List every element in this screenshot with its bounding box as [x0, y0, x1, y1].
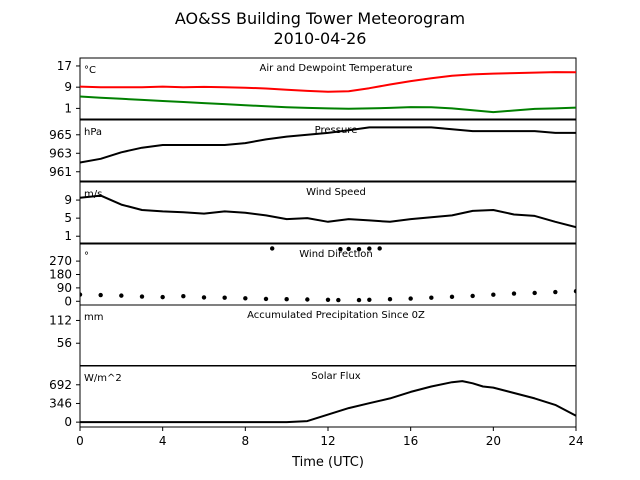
x-axis-label: Time (UTC): [291, 455, 364, 470]
data-point: [336, 297, 341, 303]
series-line-0: [80, 126, 576, 164]
unit-label: °: [84, 251, 89, 262]
data-point: [532, 290, 537, 296]
data-point: [491, 292, 496, 297]
panel-title: Wind Speed: [306, 187, 366, 198]
data-point: [181, 294, 186, 299]
data-point: [325, 297, 331, 302]
data-point: [201, 295, 207, 300]
data-point: [346, 246, 351, 252]
y-tick-label: 180: [49, 268, 72, 282]
y-tick-label: 90: [57, 281, 72, 295]
data-point: [356, 297, 362, 303]
panel-frame: [79, 57, 577, 120]
data-point: [377, 246, 382, 251]
chart-title: AO&SS Building Tower Meteorogram: [175, 9, 465, 28]
data-point: [222, 295, 227, 300]
panel-title: Wind Direction: [299, 249, 373, 260]
unit-label: hPa: [84, 127, 102, 138]
chart-panels: Air and Dewpoint Temperature °C 17 9 1 Pressu…: [49, 57, 584, 448]
series-line-0: [80, 71, 576, 93]
y-tick-label: 17: [57, 59, 72, 73]
data-point: [338, 247, 343, 252]
x-tick-label: 20: [486, 434, 501, 448]
data-point: [119, 293, 124, 298]
y-tick-label: 346: [49, 396, 72, 410]
panel-title: Accumulated Precipitation Since 0Z: [247, 310, 425, 321]
unit-label: mm: [84, 312, 103, 323]
data-point: [429, 295, 434, 300]
panel-frame: [79, 181, 577, 244]
panel-4: Accumulated Precipitation Since 0Z mm 112 5…: [49, 304, 577, 367]
data-point: [356, 247, 362, 252]
series-line-0: [80, 194, 576, 229]
data-point: [243, 296, 248, 301]
data-point: [139, 294, 145, 299]
x-tick-label: 16: [403, 434, 418, 448]
unit-label: °C: [84, 65, 96, 76]
y-tick-label: 965: [49, 128, 72, 142]
series-line-1: [80, 95, 576, 114]
y-tick-label: 692: [49, 378, 72, 392]
y-tick-label: 56: [57, 336, 72, 350]
data-point: [511, 291, 517, 296]
y-tick-label: 5: [64, 211, 72, 225]
data-point: [270, 246, 275, 251]
data-point: [367, 297, 372, 302]
data-point: [98, 292, 103, 298]
data-point: [470, 293, 475, 299]
panel-title: Air and Dewpoint Temperature: [260, 63, 413, 74]
y-tick-label: 270: [49, 254, 72, 268]
y-tick-label: 0: [64, 415, 72, 429]
data-point: [408, 296, 413, 301]
panel-frame: [79, 119, 577, 182]
unit-label: m/s: [84, 189, 102, 200]
data-point: [387, 296, 393, 302]
y-tick-label: 0: [64, 294, 72, 308]
data-point: [305, 297, 310, 302]
y-tick-label: 9: [64, 80, 72, 94]
panel-5: Solar Flux W/m^2 692 346 00 4 8 12 16 20 24: [49, 365, 584, 448]
panel-title: Solar Flux: [311, 371, 361, 382]
data-point: [160, 294, 165, 300]
panel-title: Pressure: [315, 125, 358, 136]
panel-2: Wind Speed m/s 9 5 1: [64, 181, 577, 244]
data-point: [553, 289, 558, 295]
x-tick-label: 0: [76, 434, 84, 448]
data-point: [284, 296, 289, 302]
data-point: [573, 288, 576, 294]
y-tick-label: 963: [49, 146, 72, 160]
y-tick-label: 1: [64, 101, 72, 115]
y-tick-label: 9: [64, 193, 72, 207]
chart-date: 2010-04-26: [274, 29, 367, 48]
x-tick-label: 12: [320, 434, 335, 448]
x-tick-label: 8: [242, 434, 250, 448]
y-tick-label: 1: [64, 229, 72, 243]
x-tick-label: 24: [568, 434, 583, 448]
data-point: [263, 296, 269, 302]
panel-1: Pressure hPa 965 963 961: [49, 119, 577, 182]
series-line-0: [80, 380, 576, 424]
data-point: [367, 246, 372, 251]
y-tick-label: 961: [49, 165, 72, 179]
x-tick-label: 4: [159, 434, 167, 448]
data-point: [449, 294, 455, 300]
y-tick-label: 112: [49, 313, 72, 327]
unit-label: W/m^2: [84, 373, 122, 384]
panel-0: Air and Dewpoint Temperature °C 17 9 1: [57, 57, 577, 120]
data-point: [80, 292, 83, 297]
